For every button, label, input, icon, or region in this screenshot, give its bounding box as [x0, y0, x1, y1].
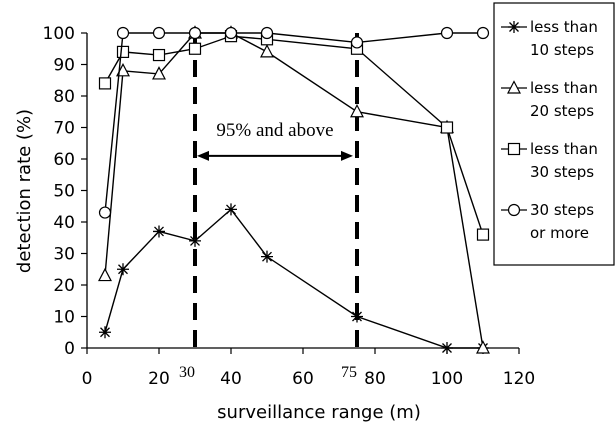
- legend-item: less than 10 steps: [501, 18, 598, 59]
- y-tick-label: 90: [53, 56, 75, 76]
- legend-label-line2: or more: [530, 224, 589, 242]
- point-circle: [224, 26, 238, 40]
- legend-label-line2: 30 steps: [530, 163, 594, 181]
- point-circle: [476, 26, 490, 40]
- point-asterisk: [261, 250, 273, 263]
- legend-item: less than 30 steps: [501, 140, 598, 181]
- point-circle: [152, 26, 166, 40]
- y-tick-label: 40: [53, 213, 75, 233]
- point-circle: [440, 26, 454, 40]
- band-arrow-right-head: [341, 150, 353, 161]
- point-square: [188, 42, 202, 55]
- point-asterisk: [99, 326, 111, 339]
- point-asterisk: [508, 21, 520, 33]
- y-tick-label: 50: [53, 182, 75, 202]
- x-tick-label: 100: [431, 369, 463, 389]
- point-circle: [98, 206, 112, 219]
- point-circle: [350, 36, 364, 49]
- legend-label-line2: 10 steps: [530, 41, 594, 59]
- x-tick-label: 0: [82, 369, 93, 389]
- point-circle: [116, 26, 130, 40]
- legend-label-line2: 20 steps: [530, 102, 594, 120]
- series-group: [98, 25, 490, 354]
- point-asterisk: [225, 203, 237, 216]
- point-asterisk: [117, 263, 129, 276]
- point-triangle: [350, 103, 364, 118]
- series-line: [104, 208, 483, 349]
- y-tick-label: 100: [43, 24, 75, 44]
- legend-label-line1: less than: [530, 140, 598, 158]
- x-tick-label: 80: [364, 369, 386, 389]
- series-triangle: [98, 25, 490, 354]
- point-square: [152, 48, 166, 62]
- point-asterisk: [351, 310, 363, 323]
- tick-labels: 0 10 20 30 40 50 60 70 80 90 100 0 20 40 60 80 100 120 30 7…: [43, 24, 536, 389]
- band-arrow-left-head: [197, 150, 209, 161]
- y-tick-label: 70: [53, 119, 75, 139]
- point-triangle: [476, 340, 490, 354]
- x-tick-label: 60: [292, 369, 314, 389]
- band-annotation: 95% and above: [197, 120, 353, 161]
- x-tick-label: 20: [148, 369, 170, 389]
- point-circle: [188, 26, 202, 40]
- point-triangle: [152, 66, 166, 80]
- x-tick-label: 120: [503, 369, 535, 389]
- point-triangle: [116, 63, 130, 77]
- point-triangle: [98, 267, 112, 282]
- series-line: [104, 32, 484, 349]
- y-tick-label: 80: [53, 87, 75, 107]
- point-square: [507, 142, 521, 156]
- series-circle: [98, 26, 490, 219]
- point-square: [98, 77, 112, 90]
- legend-item: less than 20 steps: [501, 79, 598, 120]
- legend-label-line1: less than: [530, 79, 598, 97]
- x-tick-label: 40: [220, 369, 242, 389]
- reference-line-label: 30: [179, 364, 195, 381]
- band-label: 95% and above: [216, 120, 333, 141]
- y-tick-label: 10: [53, 308, 75, 328]
- legend-label-line1: 30 steps: [530, 201, 594, 219]
- point-circle: [507, 203, 521, 217]
- y-axis-title: detection rate (%): [14, 109, 35, 273]
- legend-box: [493, 2, 615, 266]
- point-triangle: [507, 80, 521, 94]
- series-asterisk: [99, 203, 489, 354]
- point-square: [440, 121, 454, 134]
- y-tick-label: 30: [53, 245, 75, 265]
- y-tick-label: 20: [53, 276, 75, 296]
- axes: [81, 32, 520, 354]
- point-asterisk: [441, 342, 453, 354]
- point-asterisk: [189, 234, 201, 247]
- x-axis-title: surveillance range (m): [217, 402, 421, 423]
- point-triangle: [260, 44, 274, 58]
- legend-label-line1: less than: [530, 18, 598, 36]
- point-square: [116, 45, 130, 59]
- reference-line-label: 75: [341, 364, 357, 381]
- point-asterisk: [153, 225, 165, 238]
- y-tick-label: 60: [53, 150, 75, 170]
- y-tick-label: 0: [64, 339, 75, 359]
- point-circle: [260, 26, 274, 40]
- legend-item: 30 steps or more: [501, 201, 594, 242]
- point-square: [476, 228, 490, 241]
